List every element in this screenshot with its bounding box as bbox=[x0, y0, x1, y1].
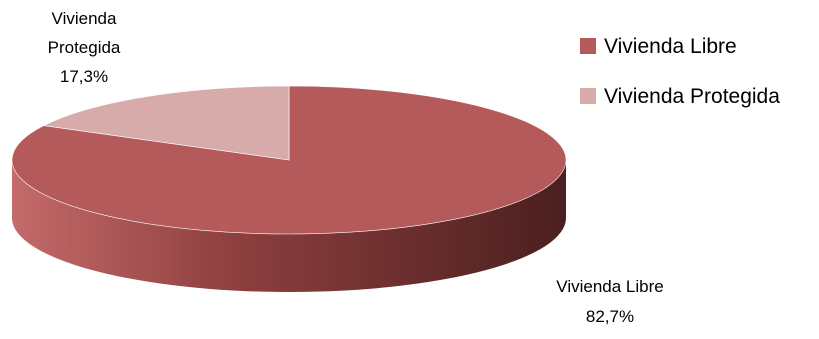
legend-label-libre: Vivienda Libre bbox=[604, 35, 737, 58]
data-label-protegida-line2: Protegida bbox=[48, 38, 121, 57]
legend-label-protegida: Vivienda Protegida bbox=[604, 85, 780, 108]
pie-side-wall bbox=[12, 160, 566, 292]
pie-slice-vivienda-protegida bbox=[42, 85, 290, 161]
legend: Vivienda Libre Vivienda Protegida bbox=[580, 35, 780, 108]
pie-slices bbox=[11, 85, 567, 292]
data-label-libre-line1: Vivienda Libre bbox=[556, 277, 663, 296]
legend-swatch-protegida bbox=[580, 88, 596, 104]
data-label-protegida-line1: Vivienda bbox=[52, 9, 117, 28]
data-label-protegida-value: 17,3% bbox=[60, 67, 108, 86]
legend-swatch-libre bbox=[580, 38, 596, 54]
data-label-libre-value: 82,7% bbox=[586, 307, 634, 326]
